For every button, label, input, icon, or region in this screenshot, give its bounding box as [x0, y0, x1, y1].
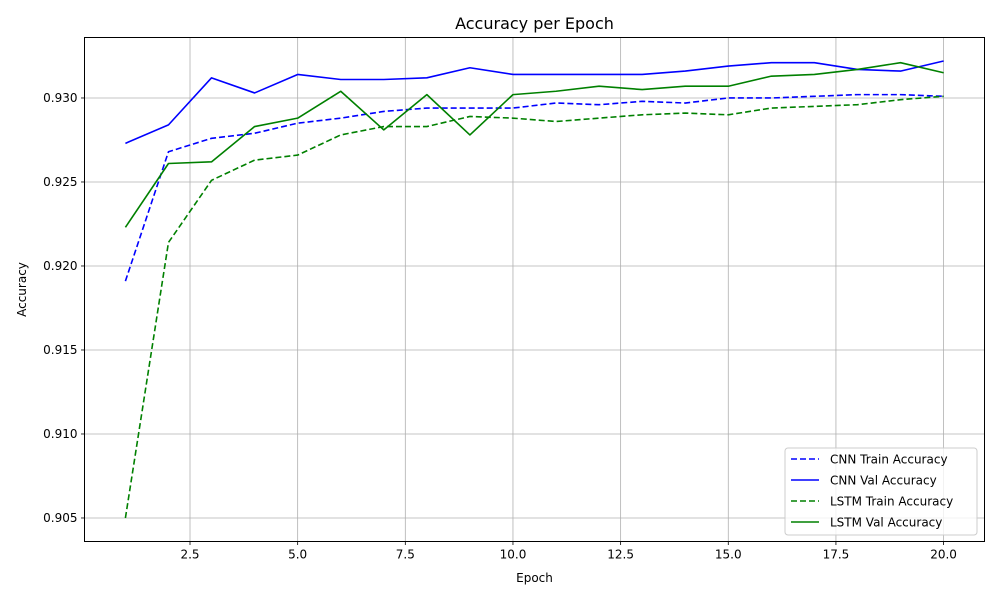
y-tick-label: 0.930 — [43, 91, 77, 105]
y-tick-label: 0.920 — [43, 259, 77, 273]
series-line-lstm-train-accuracy — [124, 95, 944, 519]
x-tick-label: 15.0 — [715, 548, 742, 562]
y-tick-label: 0.915 — [43, 343, 77, 357]
axis-ticks: 2.5 5.0 7.5 10.0 12.5 15.0 17.5 20.0 0.905 0.910 0… — [43, 91, 957, 562]
x-tick-label: 7.5 — [396, 548, 415, 562]
x-tick-label: 17.5 — [823, 548, 850, 562]
series-lines — [124, 60, 944, 519]
legend-box — [784, 447, 978, 536]
legend-label: LSTM Train Accuracy — [830, 495, 953, 509]
y-tick-label: 0.910 — [43, 427, 77, 441]
series-line-lstm-val-accuracy — [124, 61, 944, 228]
legend-label: CNN Val Accuracy — [830, 474, 937, 488]
x-tick-label: 2.5 — [180, 548, 199, 562]
grid-lines — [84, 37, 985, 542]
x-tick-label: 20.0 — [930, 548, 957, 562]
series-line-cnn-val-accuracy — [125, 60, 944, 145]
x-axis-label: Epoch — [516, 571, 553, 585]
x-tick-label: 10.0 — [500, 548, 527, 562]
x-tick-label: 5.0 — [288, 548, 307, 562]
legend: CNN Train Accuracy CNN Val Accuracy LSTM T… — [784, 447, 978, 536]
y-tick-label: 0.905 — [43, 511, 77, 525]
chart-title: Accuracy per Epoch — [455, 14, 614, 33]
y-axis-label: Accuracy — [15, 262, 29, 317]
legend-label: LSTM Val Accuracy — [830, 516, 942, 530]
x-tick-label: 12.5 — [607, 548, 634, 562]
series-line-cnn-train-accuracy — [124, 93, 944, 282]
y-tick-label: 0.925 — [43, 175, 77, 189]
plot-frame — [84, 37, 985, 542]
legend-label: CNN Train Accuracy — [830, 453, 948, 467]
